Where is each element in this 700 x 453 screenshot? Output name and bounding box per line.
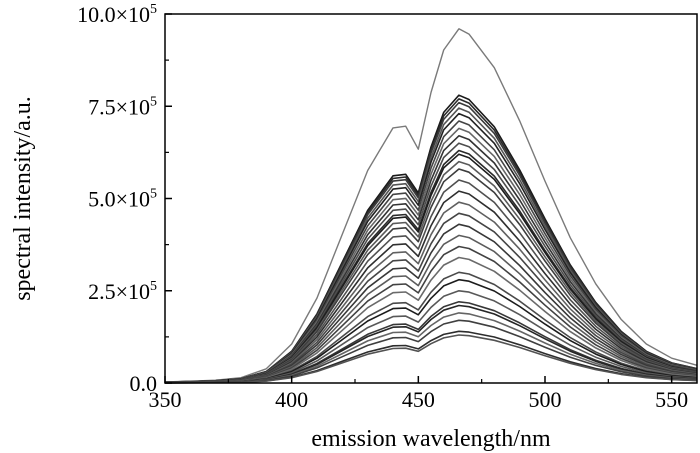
tick-labels-group: 350 400 450 500 550 0.0 2.5×105 5.0×105 7.5×105 1… [77, 2, 688, 412]
x-tick-label-400: 400 [275, 387, 308, 412]
series-line-20 [164, 234, 698, 384]
y-tick-label-0: 0.0 [130, 371, 158, 396]
x-tick-label-450: 450 [402, 387, 435, 412]
series-line-31 [164, 334, 698, 384]
x-axis-title: emission wavelength/nm [311, 426, 551, 452]
y-tick-label-1: 2.5×105 [88, 279, 157, 304]
x-tick-label-350: 350 [149, 387, 182, 412]
series-group [164, 28, 698, 384]
series-line-1 [164, 28, 698, 383]
x-tick-label-500: 500 [529, 387, 562, 412]
ticks-group [164, 13, 673, 384]
x-tick-label-550: 550 [655, 387, 688, 412]
y-tick-label-2: 5.0×105 [88, 187, 157, 212]
y-axis-title: spectral intensity/a.u. [10, 96, 36, 301]
y-tick-label-3: 7.5×105 [88, 94, 157, 119]
y-tick-label-4: 10.0×105 [77, 2, 157, 27]
